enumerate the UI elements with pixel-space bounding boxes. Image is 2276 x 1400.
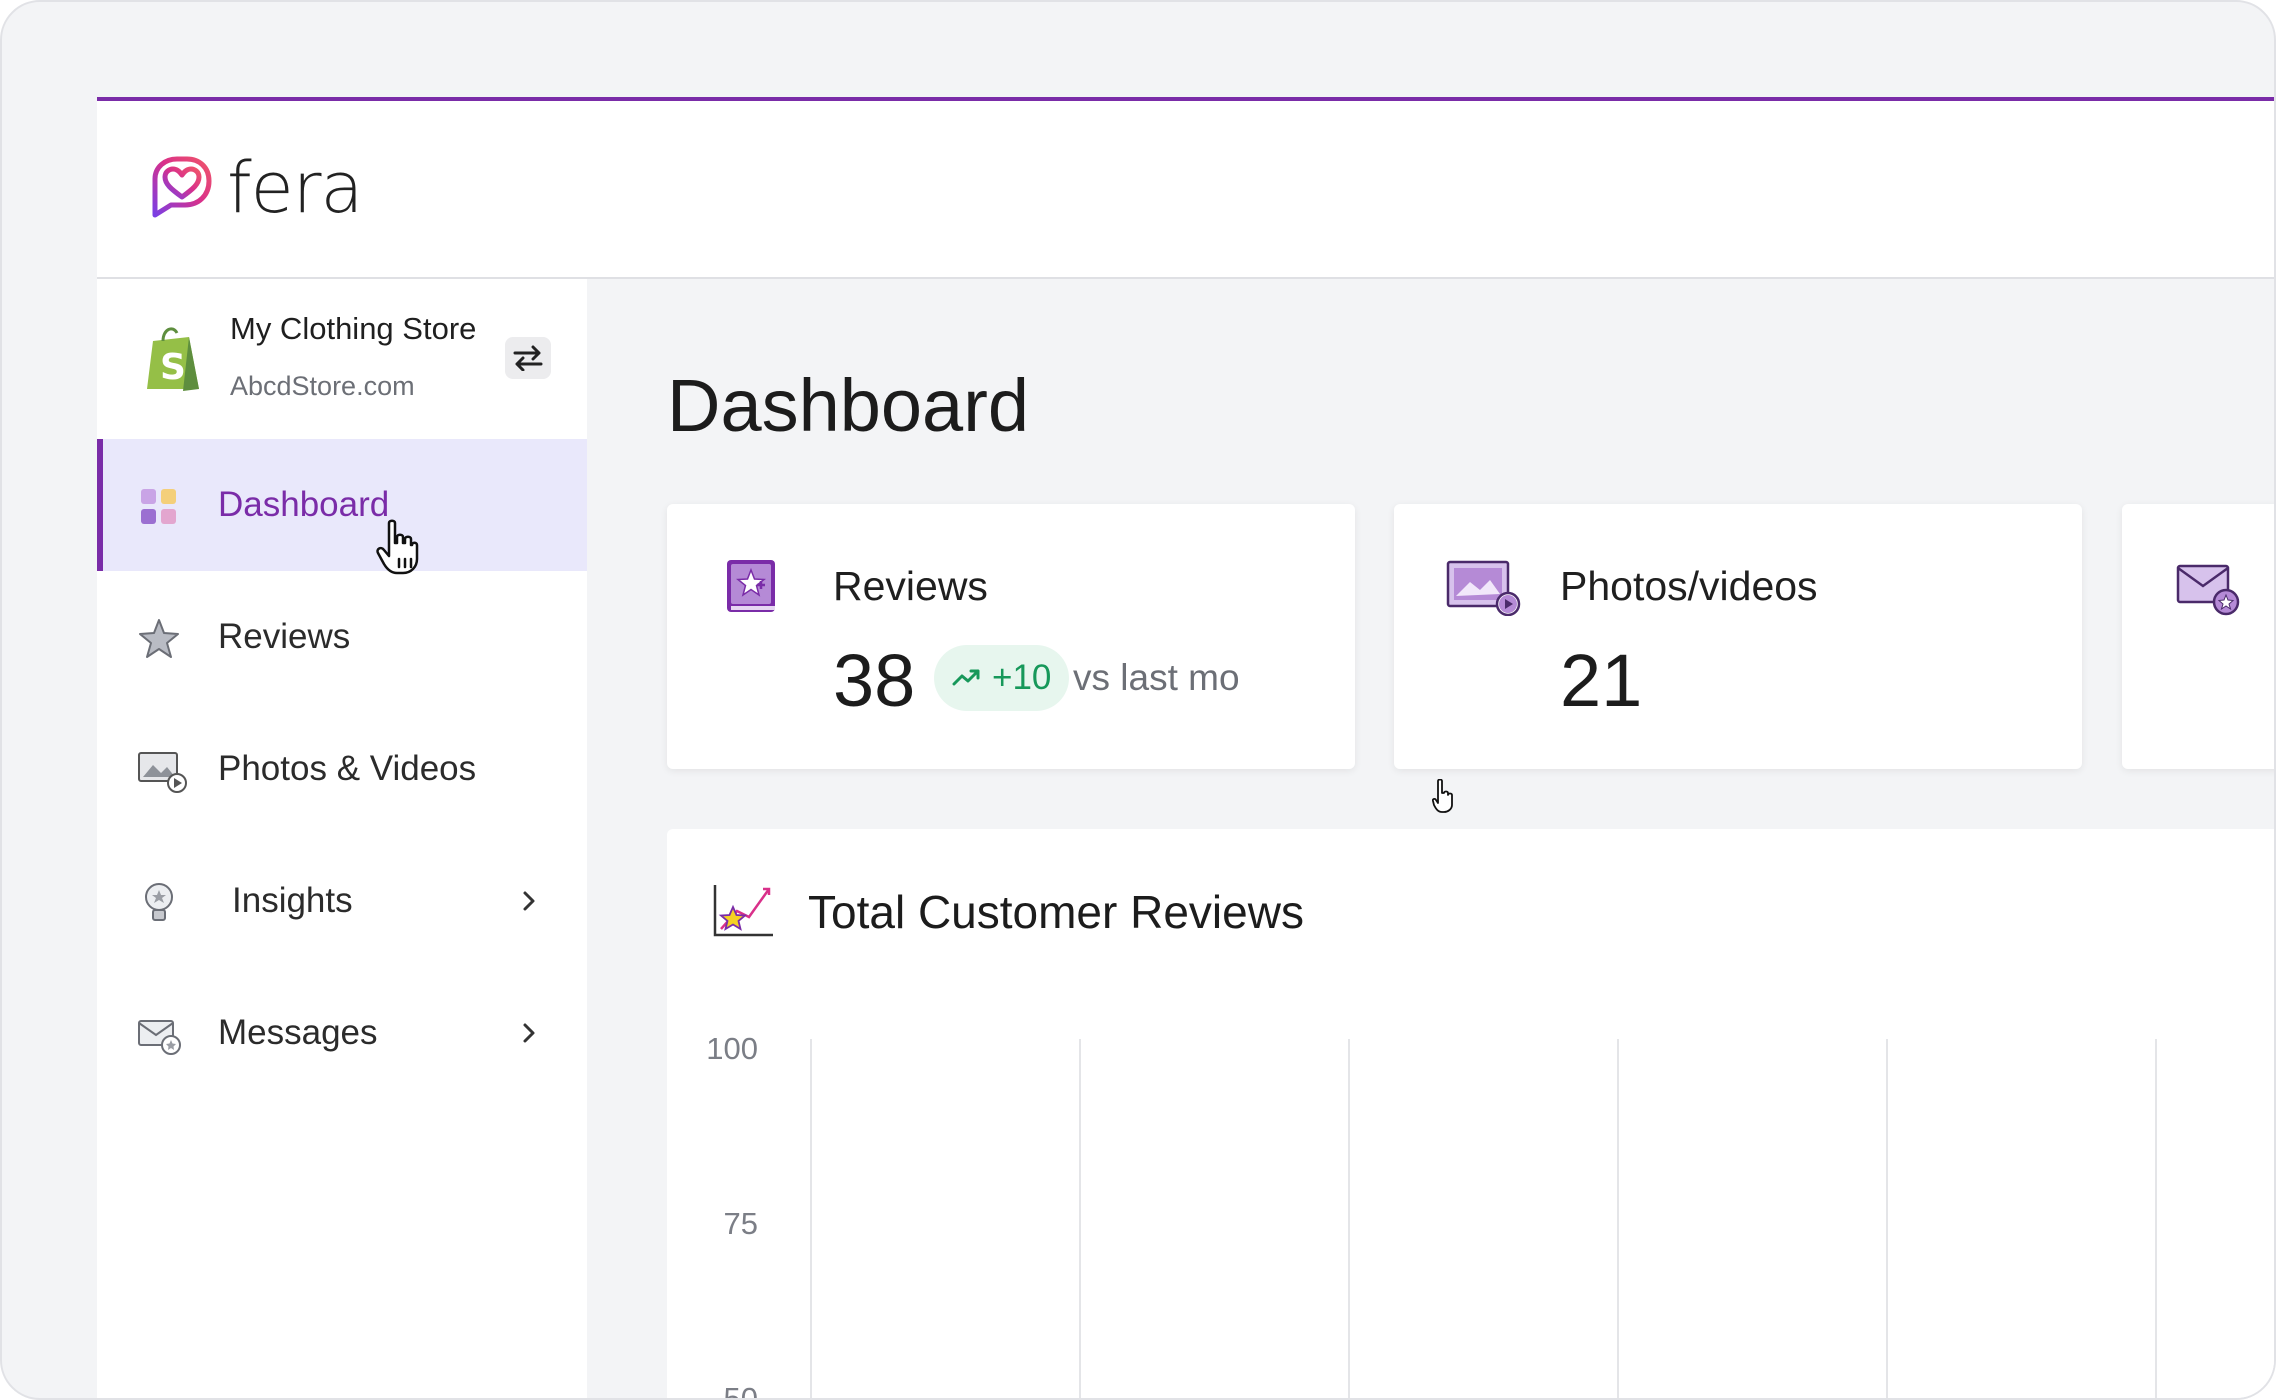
messages-stat-card[interactable] [2122, 504, 2274, 769]
sidebar-item-dashboard[interactable]: Dashboard [97, 439, 587, 571]
delta-suffix: vs last mo [1073, 657, 1240, 698]
sidebar-item-reviews[interactable]: Reviews [97, 571, 587, 703]
lightbulb-icon [145, 883, 173, 921]
card-value: 21 [1560, 639, 1643, 722]
chevron-right-icon [523, 1023, 535, 1043]
card-title: Photos/videos [1560, 563, 1818, 609]
sidebar-item-label: Messages [218, 1013, 378, 1052]
swap-arrows-icon [513, 345, 543, 371]
fera-heart-logo-icon [152, 156, 212, 218]
delta-value: +10 [992, 658, 1052, 697]
main-content: Dashboard Reviews 38 +10 [587, 279, 2274, 1400]
pointer-cursor-icon [1432, 779, 1453, 813]
sidebar-item-insights[interactable]: Insights [97, 835, 587, 967]
accent-bar [97, 97, 2274, 101]
store-url: AbcdStore.com [230, 371, 415, 401]
sidebar-item-label: Reviews [218, 617, 351, 656]
chart-title: Total Customer Reviews [808, 886, 1304, 938]
card-value: 38 [833, 639, 916, 722]
store-name: My Clothing Store [230, 311, 477, 346]
page-title: Dashboard [667, 364, 1030, 447]
reviews-stat-card[interactable]: Reviews 38 +10 vs last mo [667, 504, 1355, 769]
photos-videos-stat-card[interactable]: Photos/videos 21 [1394, 504, 2082, 769]
brand-logo[interactable]: fera [147, 147, 363, 229]
shopify-bag-icon: S [147, 327, 199, 391]
chart-trend-star-icon [713, 885, 773, 937]
star-icon [139, 619, 179, 658]
y-tick-label: 100 [706, 1031, 758, 1066]
envelope-star-icon [2176, 564, 2240, 616]
sidebar-item-messages[interactable]: Messages [97, 967, 587, 1099]
photo-video-icon [138, 752, 187, 793]
dashboard-grid-icon [141, 489, 176, 524]
chevron-right-icon [523, 891, 535, 911]
y-tick-label: 50 [724, 1381, 758, 1400]
switch-store-button[interactable] [505, 337, 551, 379]
sidebar-item-label: Photos & Videos [218, 749, 477, 788]
sidebar-item-label: Insights [232, 881, 353, 920]
chart-plot: 100 75 50 [706, 1031, 2157, 1400]
sidebar-item-label: Dashboard [218, 485, 390, 524]
total-reviews-chart-card: Total Customer Reviews 100 75 50 [667, 829, 2274, 1400]
delta-badge: +10 [934, 645, 1070, 711]
hand-cursor-icon [376, 519, 419, 575]
review-book-icon [727, 560, 775, 612]
sidebar-item-photos-videos[interactable]: Photos & Videos [97, 703, 587, 835]
card-title: Reviews [833, 563, 988, 609]
sidebar: S My Clothing Store AbcdStore.com [97, 279, 587, 1398]
store-selector[interactable]: S My Clothing Store AbcdStore.com [97, 279, 587, 440]
trend-up-icon [952, 669, 980, 686]
svg-text:S: S [160, 347, 186, 388]
y-tick-label: 75 [724, 1206, 758, 1241]
brand-name: fera [227, 147, 363, 229]
photo-video-icon [1446, 560, 1521, 616]
envelope-star-icon [138, 1020, 181, 1055]
app-window: fera S My Clothing Store AbcdStore.com [97, 97, 2274, 1400]
top-bar: fera [97, 101, 2274, 279]
